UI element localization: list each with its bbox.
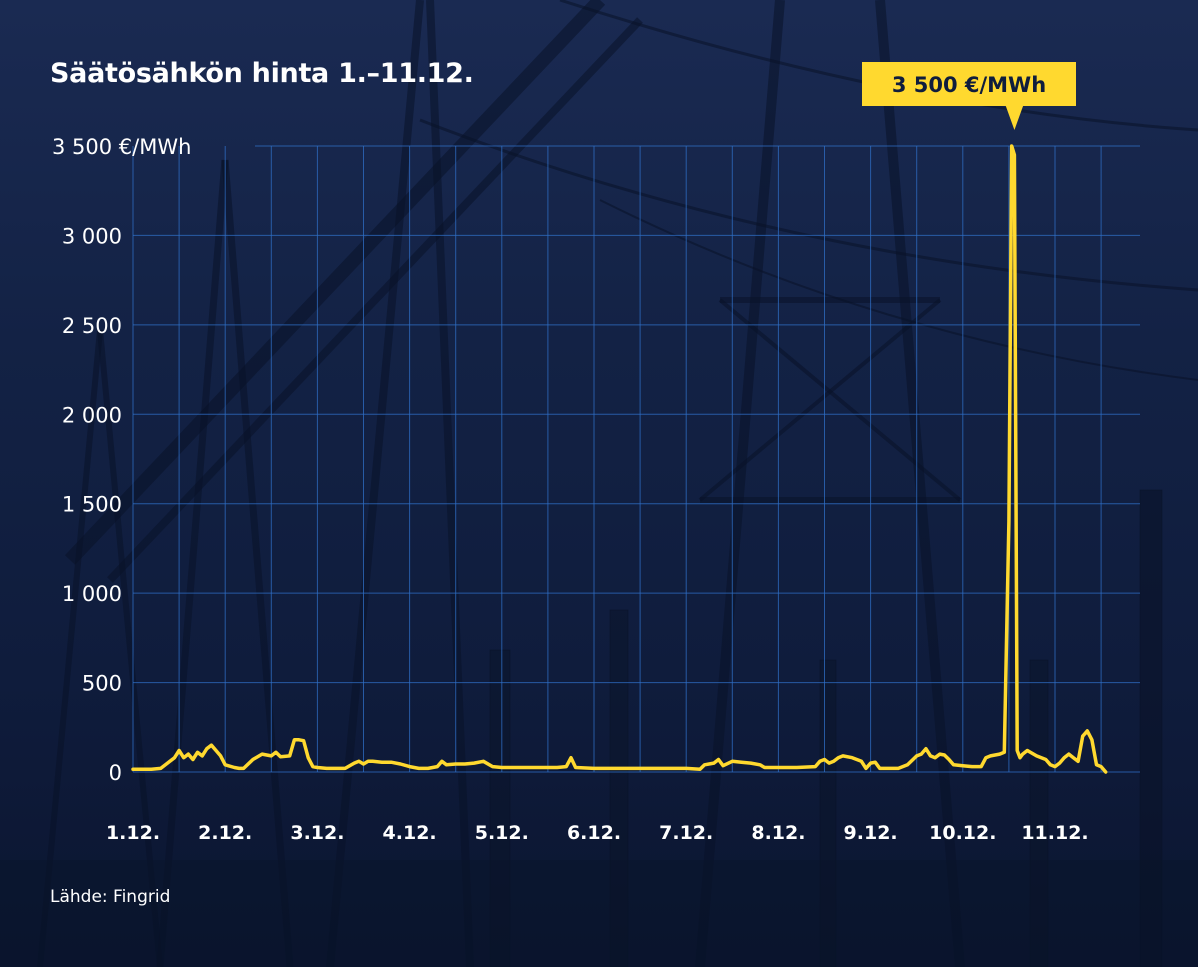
y-tick-label: 1 500: [62, 493, 122, 517]
series-line: [131, 144, 1108, 774]
x-tick-label: 9.12.: [844, 822, 898, 844]
x-axis-ticks: 1.12. 2.12. 3.12. 4.12. 5.12. 6.12. 7.12. 8.12.…: [106, 822, 1089, 844]
grid: [132, 145, 1140, 773]
source-note: Lähde: Fingrid: [50, 887, 171, 907]
y-tick-label: 500: [82, 672, 122, 696]
y-tick-label: 3 000: [62, 224, 122, 248]
callout-label: 3 500 €/MWh: [892, 73, 1046, 97]
y-tick-label: 0: [109, 761, 122, 785]
y-axis-ticks: 0 500 1 000 1 500 2 000 2 500 3 000 3 500 €/MWh: [52, 135, 191, 785]
y-tick-label: 1 000: [62, 582, 122, 606]
callout-box: [862, 62, 1076, 106]
x-tick-label: 5.12.: [475, 822, 529, 844]
x-tick-label: 11.12.: [1021, 822, 1088, 844]
callout-pointer: [1005, 105, 1024, 130]
x-tick-label: 6.12.: [567, 822, 621, 844]
x-tick-label: 1.12.: [106, 822, 160, 844]
x-tick-label: 7.12.: [659, 822, 713, 844]
x-tick-label: 4.12.: [383, 822, 437, 844]
y-tick-label: 3 500 €/MWh: [52, 135, 191, 159]
x-tick-label: 10.12.: [929, 822, 996, 844]
peak-callout: 3 500 €/MWh: [862, 62, 1076, 130]
series: [131, 144, 1108, 774]
x-tick-label: 8.12.: [751, 822, 805, 844]
chart-title: Säätösähkön hinta 1.–11.12.: [50, 58, 474, 89]
y-tick-label: 2 000: [62, 403, 122, 427]
y-tick-label: 2 500: [62, 314, 122, 338]
x-tick-label: 3.12.: [290, 822, 344, 844]
x-tick-label: 2.12.: [198, 822, 252, 844]
